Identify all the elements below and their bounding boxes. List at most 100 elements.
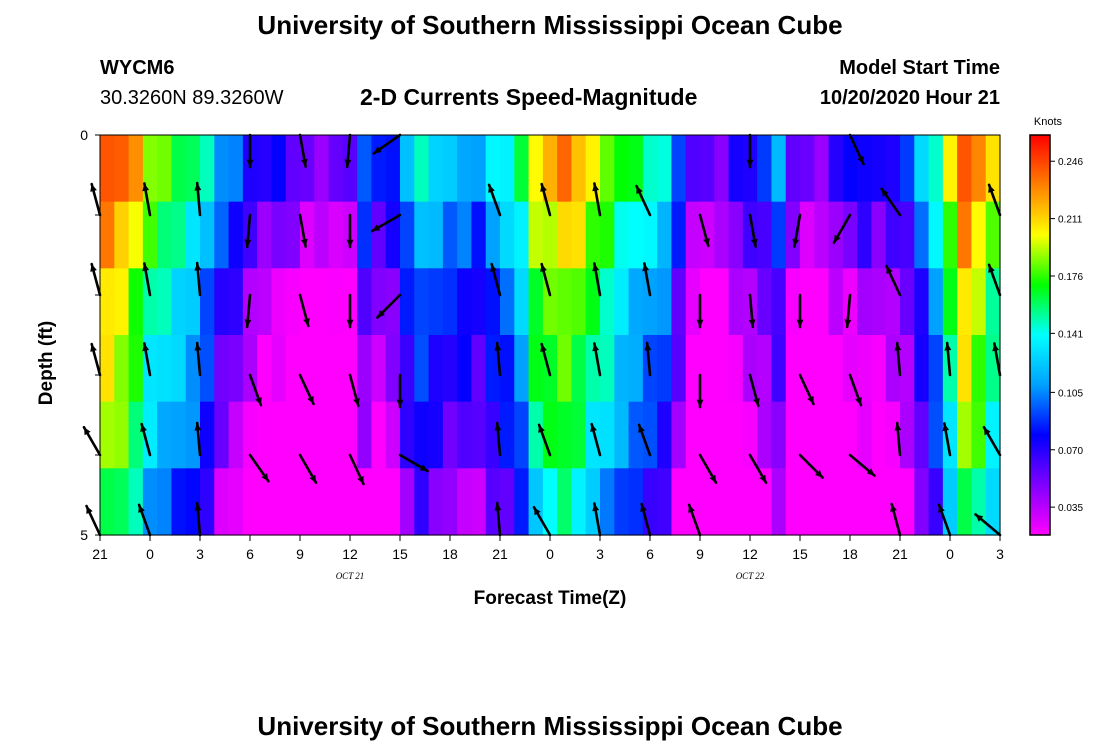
heatmap-cell (371, 201, 387, 269)
heatmap-cell (757, 201, 773, 269)
heatmap-cell (571, 201, 587, 269)
heatmap-cell (314, 335, 330, 403)
heatmap-cell (771, 201, 787, 269)
heatmap-cell (300, 201, 315, 269)
heatmap-cell (142, 268, 158, 336)
heatmap-cell (714, 468, 730, 536)
heatmap-cell (728, 468, 744, 536)
current-arrow (944, 341, 952, 377)
heatmap-cell (971, 268, 987, 336)
current-arrow (982, 425, 1002, 457)
heatmap-cell (528, 335, 544, 403)
heatmap-cell (528, 401, 544, 469)
heatmap-cell (114, 135, 130, 203)
heatmap-cell (628, 268, 644, 336)
heatmap-cell (857, 335, 873, 403)
current-arrow (592, 262, 602, 297)
current-arrow (532, 505, 552, 537)
heatmap-cell (600, 335, 615, 403)
current-arrow (194, 261, 202, 297)
heatmap-cell (942, 401, 958, 469)
heatmap-cell (657, 201, 673, 269)
heatmap-cell (714, 268, 730, 336)
colorbar-tick-label: 0.105 (1058, 388, 1083, 399)
y-axis-title: Depth (ft) (36, 321, 57, 405)
current-arrow (590, 422, 602, 457)
heatmap-cell (757, 401, 773, 469)
heatmap-cell (242, 468, 258, 536)
heatmap-cell (928, 401, 944, 469)
current-arrow (848, 373, 863, 407)
heatmap-cell (642, 135, 658, 203)
current-arrow (142, 262, 152, 297)
current-arrow (848, 133, 865, 166)
current-arrow (748, 293, 756, 329)
heatmap-cell (457, 135, 473, 203)
heatmap-cell (285, 201, 301, 269)
heatmap-cell (685, 201, 701, 269)
current-arrow (194, 181, 202, 217)
heatmap-cell (742, 135, 758, 203)
heatmap-cell (100, 268, 115, 336)
heatmap-cell (600, 135, 615, 203)
heatmap-cell (500, 135, 515, 203)
current-arrow (644, 341, 652, 377)
heatmap-cell (514, 335, 530, 403)
heatmap-cell (614, 135, 630, 203)
heatmap-cell (328, 468, 344, 536)
heatmap-cell (128, 335, 144, 403)
x-tick-label: 21 (492, 546, 508, 562)
footer-title: University of Southern Mississippi Ocean… (257, 711, 843, 741)
heatmap-cell (557, 201, 573, 269)
heatmap-cell (700, 335, 715, 403)
heatmap-cell (157, 401, 173, 469)
heatmap-cell (214, 335, 230, 403)
current-arrow (194, 341, 202, 377)
heatmap-cell (200, 401, 215, 469)
heatmap-cell (271, 335, 287, 403)
current-arrow (248, 373, 263, 407)
heatmap-cell (100, 401, 115, 469)
heatmap-cell (700, 468, 715, 536)
heatmap-cell (728, 268, 744, 336)
heatmap-cell (900, 201, 915, 269)
heatmap-cell (300, 401, 315, 469)
heatmap-cell (528, 268, 544, 336)
heatmap-cell (428, 335, 444, 403)
heatmap-cell (100, 135, 115, 203)
heatmap-cell (242, 401, 258, 469)
heatmap-cell (800, 268, 815, 336)
x-tick-label: 0 (946, 546, 954, 562)
heatmap-cell (228, 268, 244, 336)
current-arrow (592, 342, 602, 377)
current-arrow (942, 422, 952, 457)
heatmap-cell (871, 268, 887, 336)
heatmap-cell (200, 135, 215, 203)
heatmap-cell (614, 468, 630, 536)
heatmap-cell (228, 468, 244, 536)
heatmap-cell (414, 401, 430, 469)
heatmap-cell (528, 201, 544, 269)
x-tick-label: 21 (92, 546, 108, 562)
heatmap-cell (471, 335, 487, 403)
heatmap-cell (171, 468, 187, 536)
heatmap-cell (642, 401, 658, 469)
current-arrow (696, 373, 704, 409)
heatmap-cell (514, 401, 530, 469)
heatmap-cell (771, 135, 787, 203)
heatmap-cell (100, 201, 115, 269)
heatmap-cell (942, 468, 958, 536)
current-arrow (987, 183, 1002, 217)
heatmap-cell (700, 401, 715, 469)
heatmap-cell (685, 468, 701, 536)
heatmap-cell (414, 468, 430, 536)
current-arrow (376, 293, 402, 319)
heatmap-cell (971, 135, 987, 203)
current-arrow (748, 213, 758, 248)
heatmap-cell (928, 268, 944, 336)
heatmap-cell (671, 401, 687, 469)
heatmap-cell (357, 201, 373, 269)
heatmap-cell (557, 335, 573, 403)
heatmap-cell (614, 401, 630, 469)
